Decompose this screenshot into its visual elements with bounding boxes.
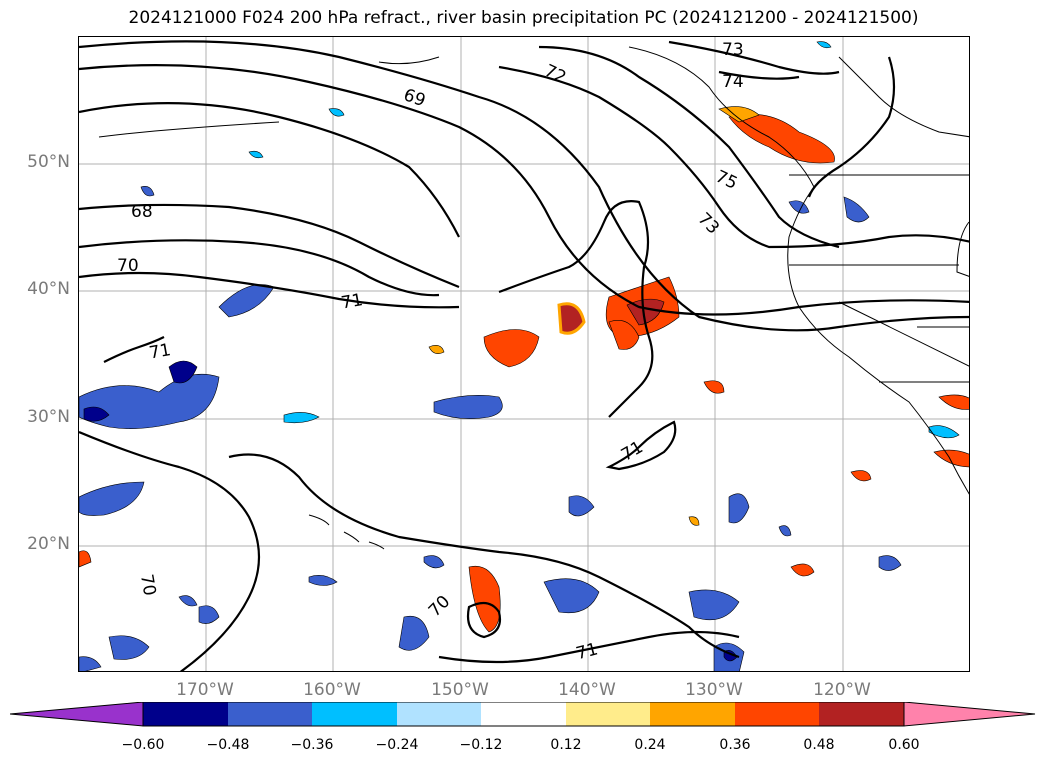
contour-label: 71 bbox=[574, 639, 600, 664]
lon-label: 150°W bbox=[431, 680, 489, 700]
lon-label: 140°W bbox=[558, 680, 616, 700]
colorbar-tick: −0.24 bbox=[375, 737, 419, 753]
lon-label: 160°W bbox=[303, 680, 361, 700]
colorbar-segment bbox=[650, 702, 735, 726]
colorbar-segment bbox=[397, 702, 481, 726]
colorbar-segment bbox=[819, 702, 904, 726]
map-panel: 73 72 74 69 75 68 73 70 71 71 71 70 70 7… bbox=[78, 36, 970, 672]
graticule bbox=[79, 37, 969, 671]
colorbar-extend-low bbox=[10, 702, 144, 727]
lon-label: 130°W bbox=[685, 680, 743, 700]
colorbar bbox=[10, 702, 1036, 727]
contour-label: 70 bbox=[136, 573, 159, 598]
colorbar-segment bbox=[228, 702, 312, 726]
lat-label: 30°N bbox=[27, 407, 70, 427]
contour-label: 68 bbox=[131, 202, 153, 222]
contour-label: 70 bbox=[425, 592, 454, 621]
lon-label: 120°W bbox=[813, 680, 871, 700]
colorbar-segment bbox=[312, 702, 397, 726]
refractivity-contours bbox=[79, 40, 969, 671]
positive-precip-areas bbox=[79, 106, 969, 633]
contour-labels: 73 72 74 69 75 68 73 70 71 71 71 70 70 7… bbox=[117, 40, 744, 664]
lat-label: 50°N bbox=[27, 152, 70, 172]
colorbar-tick: 0.36 bbox=[719, 737, 751, 753]
lon-label: 170°W bbox=[176, 680, 234, 700]
colorbar-segment bbox=[143, 702, 228, 726]
colorbar-segment bbox=[566, 702, 650, 726]
contour-label: 71 bbox=[618, 437, 647, 465]
colorbar-extend-high bbox=[903, 702, 1036, 727]
map-title: 2024121000 F024 200 hPa refract., river … bbox=[128, 8, 919, 28]
colorbar-tick: −0.12 bbox=[459, 737, 503, 753]
contour-label: 70 bbox=[117, 256, 139, 276]
contour-label: 74 bbox=[722, 72, 744, 92]
lat-label: 20°N bbox=[27, 534, 70, 554]
colorbar-segment bbox=[735, 702, 819, 726]
map-canvas: 73 72 74 69 75 68 73 70 71 71 71 70 70 7… bbox=[79, 37, 969, 671]
lat-label: 40°N bbox=[27, 279, 70, 299]
contour-label: 71 bbox=[340, 290, 365, 313]
colorbar-tick: −0.60 bbox=[121, 737, 165, 753]
colorbar-tick: −0.48 bbox=[206, 737, 250, 753]
contour-label: 71 bbox=[148, 340, 173, 363]
contour-label: 75 bbox=[712, 167, 740, 194]
colorbar-tick: 0.60 bbox=[888, 737, 920, 753]
colorbar-tick: 0.48 bbox=[803, 737, 835, 753]
colorbar-tick: −0.36 bbox=[290, 737, 334, 753]
contour-label: 73 bbox=[694, 209, 723, 238]
contour-label: 73 bbox=[722, 40, 744, 60]
colorbar-segment bbox=[481, 702, 566, 726]
coastlines bbox=[98, 46, 969, 550]
colorbar-tick: 0.24 bbox=[634, 737, 666, 753]
colorbar-tick: 0.12 bbox=[550, 737, 582, 753]
